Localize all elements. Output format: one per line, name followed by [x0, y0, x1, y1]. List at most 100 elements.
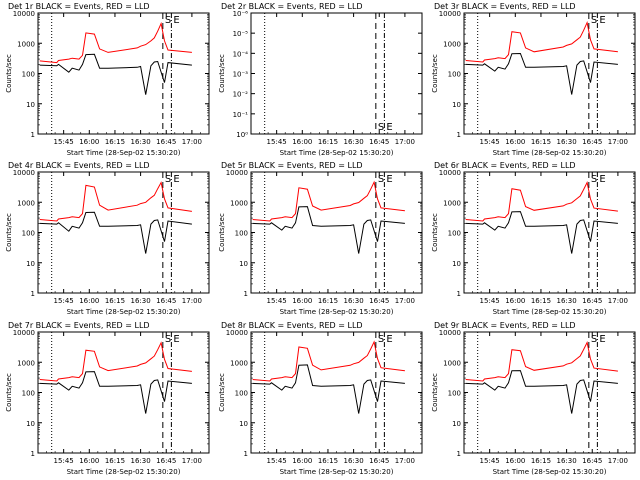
start-marker-label: S — [591, 15, 597, 26]
x-tick-label: 16:30 — [344, 457, 364, 465]
x-tick-label: 17:00 — [182, 297, 202, 305]
panel-title: Det 4r BLACK = Events, RED = LLD — [8, 161, 150, 170]
y-tick-label: 100 — [22, 390, 35, 398]
y-tick-label: 1000 — [17, 40, 35, 48]
y-tick-label: 1 — [457, 450, 461, 458]
y-tick-label: 10 — [239, 260, 248, 268]
x-tick-label: 17:00 — [395, 138, 415, 146]
events-series-line — [39, 53, 192, 95]
panel-det-4: Det 4r BLACK = Events, RED = LLD 1 10 100 10… — [5, 161, 210, 316]
x-axis-label: Start Time (28-Sep-02 15:30:20) — [280, 149, 394, 157]
y-axis-label: Counts/sec — [5, 213, 13, 252]
y-tick-label: 10000 — [439, 169, 461, 177]
y-tick-label: 10⁻³ — [233, 71, 249, 79]
x-tick-label: 16:30 — [131, 457, 151, 465]
start-marker-label: S — [591, 174, 597, 185]
start-marker-label: S — [165, 334, 171, 345]
lld-series-line — [39, 181, 192, 222]
y-tick-label: 10 — [452, 420, 461, 428]
panel-title: Det 2r BLACK = Events, RED = LLD — [221, 2, 363, 11]
x-tick-label: 16:00 — [79, 457, 99, 465]
end-marker-label: E — [386, 174, 392, 185]
y-tick-label: 1000 — [230, 199, 248, 207]
x-tick-label: 15:45 — [54, 138, 74, 146]
y-tick-label: 10⁻¹ — [233, 111, 249, 119]
x-tick-label: 16:15 — [105, 138, 125, 146]
y-tick-label: 100 — [448, 390, 461, 398]
y-tick-label: 1 — [31, 450, 35, 458]
x-tick-label: 16:00 — [79, 297, 99, 305]
x-tick-label: 16:15 — [531, 457, 551, 465]
panel-det-2: Det 2r BLACK = Events, RED = LLD 10⁰ 10⁻¹ 1… — [218, 2, 423, 157]
y-tick-label: 10000 — [13, 169, 35, 177]
y-axis-label: Counts/sec — [218, 54, 226, 93]
y-tick-label: 10000 — [226, 169, 248, 177]
end-marker-label: E — [386, 334, 392, 345]
panel-title: Det 7r BLACK = Events, RED = LLD — [8, 321, 150, 330]
y-tick-label: 1 — [244, 450, 248, 458]
y-tick-label: 100 — [235, 230, 248, 238]
x-tick-label: 16:00 — [292, 297, 312, 305]
x-axis-label: Start Time (28-Sep-02 15:30:20) — [67, 308, 181, 316]
x-tick-label: 17:00 — [608, 297, 628, 305]
lld-series-line — [252, 180, 405, 222]
end-marker-label: E — [173, 334, 179, 345]
x-axis-label: Start Time (28-Sep-02 15:30:20) — [67, 149, 181, 157]
x-tick-label: 16:15 — [105, 457, 125, 465]
x-tick-label: 15:45 — [54, 457, 74, 465]
x-tick-label: 15:45 — [267, 457, 287, 465]
y-tick-label: 1000 — [443, 40, 461, 48]
y-tick-label: 10⁻⁵ — [233, 30, 249, 38]
events-series-line — [465, 52, 618, 95]
y-tick-label: 10 — [26, 101, 35, 109]
y-axis-label: Counts/sec — [218, 213, 226, 252]
x-tick-label: 16:30 — [557, 457, 577, 465]
x-axis-label: Start Time (28-Sep-02 15:30:20) — [280, 308, 394, 316]
y-axis-label: Counts/sec — [218, 373, 226, 412]
x-tick-label: 16:45 — [582, 457, 602, 465]
panel-title: Det 9r BLACK = Events, RED = LLD — [434, 321, 576, 330]
y-axis-label: Counts/sec — [5, 54, 13, 93]
y-tick-label: 10⁰ — [236, 131, 248, 139]
x-tick-label: 16:00 — [505, 297, 525, 305]
y-tick-label: 10⁻² — [233, 91, 249, 99]
y-tick-label: 10⁻⁴ — [233, 50, 249, 58]
start-marker-label: S — [591, 334, 597, 345]
plot-frame — [463, 12, 636, 135]
end-marker-label: E — [173, 174, 179, 185]
x-tick-label: 16:45 — [582, 297, 602, 305]
y-tick-label: 10 — [26, 420, 35, 428]
y-tick-label: 1 — [31, 131, 35, 139]
end-marker-label: E — [173, 15, 179, 26]
x-tick-label: 15:45 — [480, 138, 500, 146]
x-axis-label: Start Time (28-Sep-02 15:30:20) — [493, 468, 607, 476]
lld-series-line — [465, 20, 618, 63]
y-axis-label: Counts/sec — [431, 373, 439, 412]
y-tick-label: 10000 — [439, 329, 461, 337]
x-tick-label: 17:00 — [182, 138, 202, 146]
plot-frame — [463, 171, 636, 294]
y-tick-label: 1000 — [443, 199, 461, 207]
panel-det-5: Det 5r BLACK = Events, RED = LLD 1 10 100 10… — [218, 161, 423, 316]
y-axis-label: Counts/sec — [431, 213, 439, 252]
x-tick-label: 16:45 — [156, 457, 176, 465]
y-tick-label: 10 — [452, 260, 461, 268]
y-tick-label: 1000 — [17, 199, 35, 207]
x-tick-label: 16:30 — [557, 138, 577, 146]
y-tick-label: 10 — [26, 260, 35, 268]
start-marker-label: S — [165, 174, 171, 185]
lld-series-line — [252, 340, 405, 382]
lld-series-line — [465, 340, 618, 382]
x-tick-label: 17:00 — [182, 457, 202, 465]
panel-det-8: Det 8r BLACK = Events, RED = LLD 1 10 100 10… — [218, 321, 423, 476]
plot-frame — [37, 331, 210, 454]
lld-series-line — [465, 180, 618, 222]
x-tick-label: 16:45 — [369, 297, 389, 305]
y-axis-label: Counts/sec — [431, 54, 439, 93]
y-tick-label: 1 — [244, 290, 248, 298]
lld-series-line — [39, 341, 192, 382]
panel-title: Det 8r BLACK = Events, RED = LLD — [221, 321, 363, 330]
events-series-line — [252, 364, 405, 414]
x-tick-label: 16:45 — [369, 138, 389, 146]
